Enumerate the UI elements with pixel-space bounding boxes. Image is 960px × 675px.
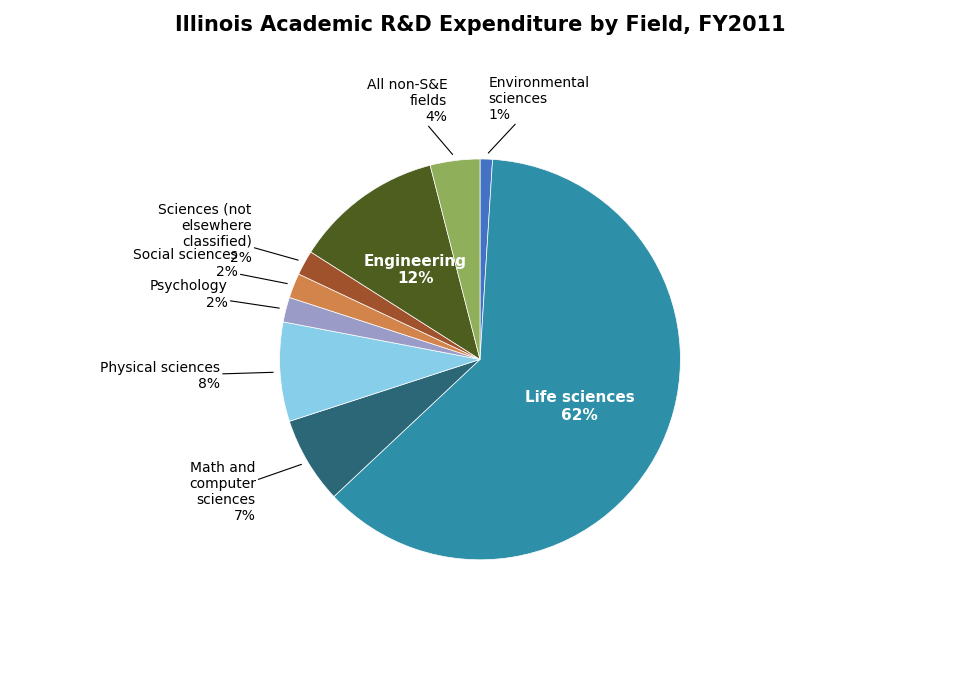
Wedge shape — [311, 165, 480, 359]
Text: Math and
computer
sciences
7%: Math and computer sciences 7% — [189, 461, 301, 523]
Title: Illinois Academic R&D Expenditure by Field, FY2011: Illinois Academic R&D Expenditure by Fie… — [175, 15, 785, 35]
Text: Physical sciences
8%: Physical sciences 8% — [100, 360, 274, 391]
Wedge shape — [279, 322, 480, 421]
Wedge shape — [299, 252, 480, 359]
Text: Environmental
sciences
1%: Environmental sciences 1% — [489, 76, 589, 153]
Wedge shape — [289, 274, 480, 359]
Wedge shape — [480, 159, 492, 359]
Wedge shape — [334, 159, 681, 560]
Text: Engineering
12%: Engineering 12% — [364, 254, 467, 286]
Text: Social sciences
2%: Social sciences 2% — [133, 248, 287, 284]
Text: Psychology
2%: Psychology 2% — [150, 279, 279, 310]
Text: All non-S&E
fields
4%: All non-S&E fields 4% — [367, 78, 452, 155]
Text: Life sciences
62%: Life sciences 62% — [525, 390, 635, 423]
Text: Sciences (not
elsewhere
classified)
2%: Sciences (not elsewhere classified) 2% — [158, 202, 299, 265]
Wedge shape — [430, 159, 480, 359]
Wedge shape — [289, 359, 480, 497]
Wedge shape — [283, 298, 480, 359]
